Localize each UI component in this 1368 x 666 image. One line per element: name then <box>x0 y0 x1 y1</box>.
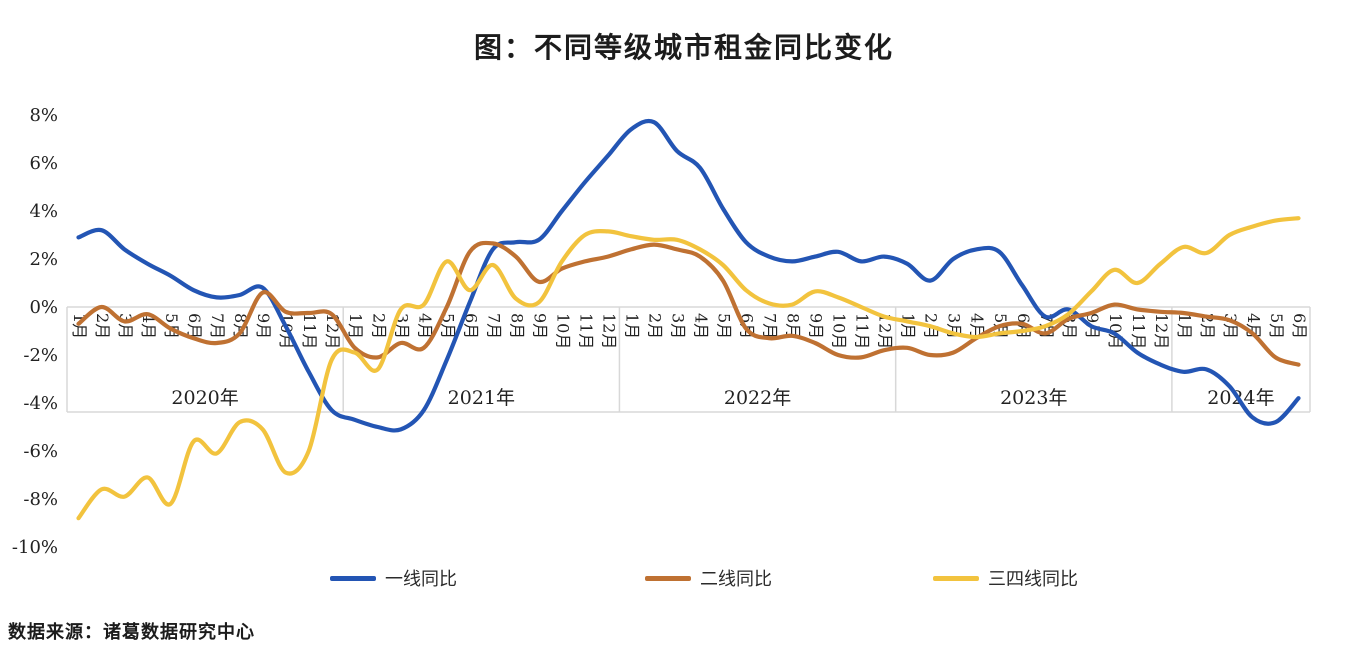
x-tick-label: 7月 <box>761 313 780 339</box>
x-tick-label: 11月 <box>1129 313 1148 349</box>
legend-label-tier1: 一线同比 <box>385 569 457 590</box>
year-label: 2023年 <box>1000 387 1067 409</box>
x-tick-label: 6月 <box>185 313 204 339</box>
x-tick-label: 9月 <box>807 313 826 339</box>
x-tick-label: 8月 <box>784 313 803 339</box>
x-tick-label: 6月 <box>461 313 480 339</box>
legend-item-tier1: 一线同比 <box>330 566 457 590</box>
data-source-note: 数据来源：诸葛数据研究中心 <box>8 622 255 643</box>
x-tick-label: 6月 <box>1290 313 1309 339</box>
x-tick-label: 3月 <box>668 313 687 339</box>
y-tick-label: 4% <box>29 201 58 222</box>
y-tick-label: -8% <box>23 489 58 510</box>
series-line-1-二线同比 <box>76 240 1301 367</box>
x-tick-label: 12月 <box>323 313 342 349</box>
x-tick-label: 2月 <box>93 313 112 339</box>
y-tick-label: -6% <box>23 441 58 462</box>
y-tick-label: -10% <box>12 537 58 558</box>
legend-item-tier2: 二线同比 <box>645 566 772 590</box>
x-tick-label: 11月 <box>576 313 595 349</box>
legend-label-tier2: 二线同比 <box>700 569 772 590</box>
x-tick-label: 1月 <box>899 313 918 339</box>
x-tick-label: 9月 <box>254 313 273 339</box>
chart-title: 图：不同等级城市租金同比变化 <box>473 31 894 64</box>
tier1-line-swatch-icon <box>330 575 376 581</box>
x-tick-label: 4月 <box>139 313 158 339</box>
x-tick-label: 2月 <box>1198 313 1217 339</box>
y-tick-label: 6% <box>29 153 58 174</box>
legend-item-tier34: 三四线同比 <box>933 566 1078 590</box>
x-tick-label: 2月 <box>369 313 388 339</box>
x-tick-label: 12月 <box>876 313 895 349</box>
x-tick-label: 4月 <box>415 313 434 339</box>
x-tick-label: 10月 <box>553 313 572 349</box>
x-tick-label: 10月 <box>830 313 849 349</box>
year-label: 2021年 <box>448 387 515 409</box>
year-label: 2024年 <box>1207 387 1274 409</box>
x-tick-label: 5月 <box>1267 313 1286 339</box>
series-line-2-三四线同比 <box>76 216 1301 521</box>
y-tick-label: 0% <box>29 297 58 318</box>
tier34-line-swatch-icon <box>933 575 979 581</box>
x-tick-label: 2月 <box>645 313 664 339</box>
y-tick-label: -4% <box>23 393 58 414</box>
chart-legend: 一线同比 二线同比 三四线同比 <box>0 566 1368 590</box>
y-tick-label: 8% <box>29 105 58 126</box>
x-tick-label: 11月 <box>853 313 872 349</box>
x-tick-label: 9月 <box>530 313 549 339</box>
x-tick-label: 1月 <box>1175 313 1194 339</box>
x-tick-label: 1月 <box>622 313 641 339</box>
legend-label-tier34: 三四线同比 <box>988 569 1078 590</box>
x-tick-label: 12月 <box>1152 313 1171 349</box>
tier2-line-swatch-icon <box>645 575 691 581</box>
y-tick-label: -2% <box>23 345 58 366</box>
x-tick-label: 11月 <box>300 313 319 349</box>
x-tick-label: 7月 <box>208 313 227 339</box>
x-tick-label: 7月 <box>484 313 503 339</box>
x-tick-label: 1月 <box>346 313 365 339</box>
x-tick-label: 8月 <box>507 313 526 339</box>
year-label: 2022年 <box>724 387 791 409</box>
series-line-0-一线同比 <box>76 118 1301 433</box>
x-tick-label: 12月 <box>599 313 618 349</box>
x-tick-label: 5月 <box>715 313 734 339</box>
year-label: 2020年 <box>171 387 238 409</box>
y-tick-label: 2% <box>29 249 58 270</box>
x-tick-label: 4月 <box>692 313 711 339</box>
